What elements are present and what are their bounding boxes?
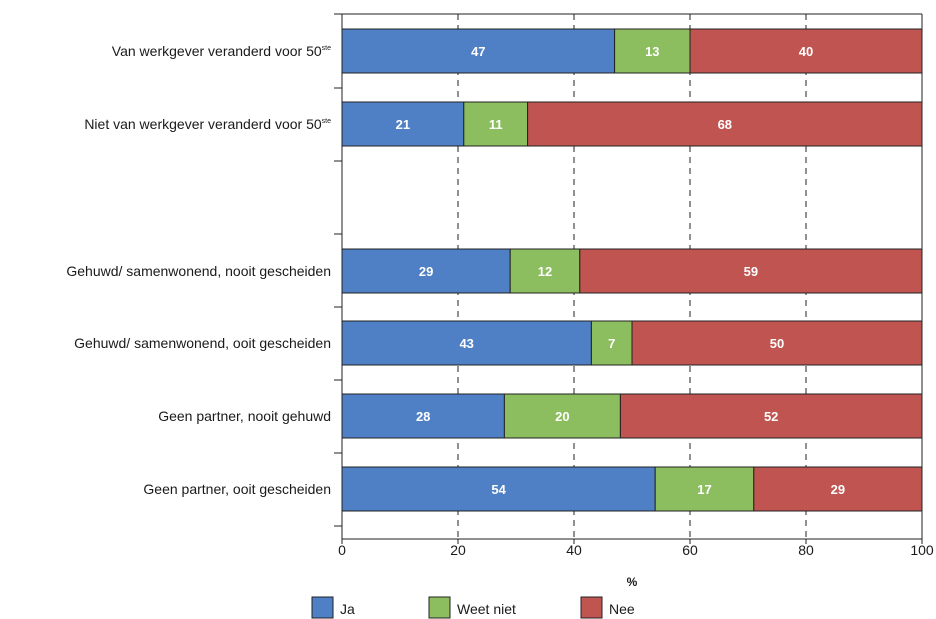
- data-label: 43: [459, 336, 473, 351]
- category-label: Gehuwd/ samenwonend, nooit gescheiden: [66, 263, 331, 279]
- data-label: 12: [538, 264, 552, 279]
- bar-segment: [341, 320, 592, 366]
- bar-segment: [753, 466, 923, 512]
- category-label: Geen partner, nooit gehuwd: [158, 408, 331, 424]
- data-label: 17: [697, 482, 711, 497]
- bar-segment: [631, 320, 923, 366]
- x-axis-label: %: [627, 575, 638, 589]
- x-tick-label: 40: [566, 542, 582, 558]
- legend-label: Weet niet: [457, 601, 516, 617]
- bar-segment: [509, 248, 581, 294]
- legend-swatch: [428, 596, 451, 619]
- axes: 0 20 40 60 80 100: [334, 13, 934, 558]
- bar-segment: [463, 101, 529, 147]
- data-label: 29: [419, 264, 433, 279]
- bar-segment: [689, 28, 923, 74]
- data-label: 28: [416, 409, 430, 424]
- category-label: Gehuwd/ samenwonend, ooit gescheiden: [74, 335, 331, 351]
- data-label: 47: [471, 44, 485, 59]
- data-label: 11: [489, 117, 503, 132]
- data-label: 21: [396, 117, 410, 132]
- x-tick-label: 100: [910, 542, 934, 558]
- bar-segment: [654, 466, 755, 512]
- bar-segment: [341, 248, 511, 294]
- x-tick-label: 60: [682, 542, 698, 558]
- bar-segment: [341, 101, 465, 147]
- category-label: Van werkgever veranderd voor 50ste: [112, 43, 331, 59]
- legend-label: Nee: [609, 601, 635, 617]
- x-tick-label: 0: [338, 542, 346, 558]
- x-tick-label: 80: [798, 542, 814, 558]
- bar-segment: [614, 28, 691, 74]
- x-tick-label: 20: [450, 542, 466, 558]
- data-label: 54: [491, 482, 506, 497]
- legend-label: Ja: [340, 601, 355, 617]
- bar-segment: [527, 101, 923, 147]
- category-label: Niet van werkgever veranderd voor 50ste: [84, 116, 331, 132]
- data-label: 29: [831, 482, 845, 497]
- bar-segment: [341, 28, 616, 74]
- legend: Ja Weet niet Nee: [311, 596, 635, 619]
- data-label: 40: [799, 44, 813, 59]
- bar-segment: [579, 248, 923, 294]
- bar-segment: [503, 393, 621, 439]
- data-label: 50: [770, 336, 784, 351]
- category-labels: Van werkgever veranderd voor 50ste Niet v…: [66, 43, 331, 497]
- data-label: 59: [744, 264, 758, 279]
- data-label: 13: [645, 44, 659, 59]
- category-label: Geen partner, ooit gescheiden: [143, 481, 331, 497]
- data-label: 52: [764, 409, 778, 424]
- bars: 47 13 40 21 11 68 29 12 59 43 7 50 28 20 52 54 17 29: [341, 28, 923, 512]
- data-label: 68: [718, 117, 732, 132]
- legend-swatch: [311, 596, 334, 619]
- legend-swatch: [580, 596, 603, 619]
- data-label: 20: [555, 409, 569, 424]
- bar-segment: [341, 393, 505, 439]
- data-label: 7: [608, 336, 615, 351]
